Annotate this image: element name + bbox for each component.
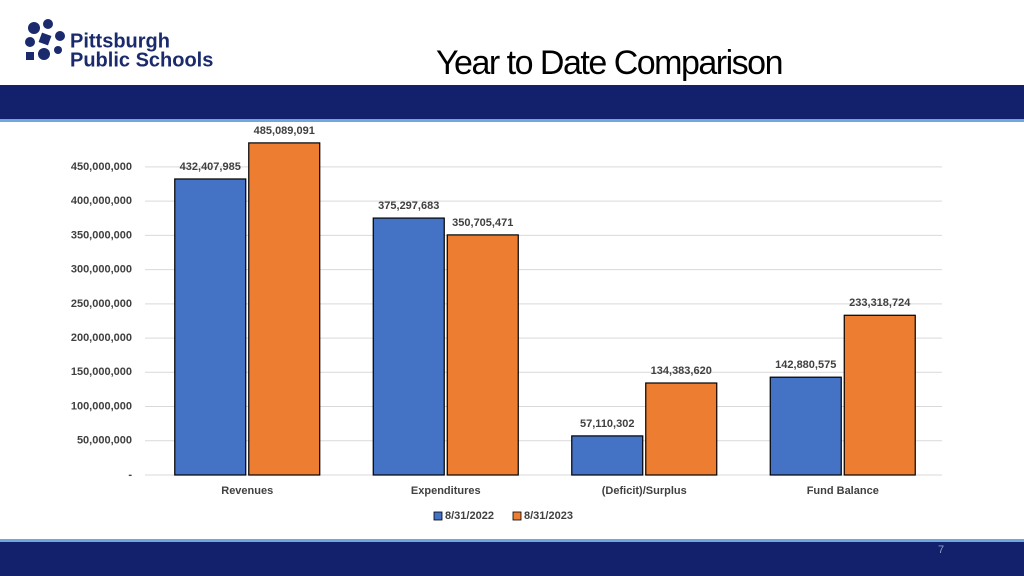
y-tick-label: 400,000,000 xyxy=(71,195,132,207)
logo-line2: Public Schools xyxy=(70,49,213,71)
y-tick-label: 200,000,000 xyxy=(71,332,132,344)
bar xyxy=(843,314,916,476)
value-label: 57,110,302 xyxy=(580,418,634,430)
y-tick-label: 150,000,000 xyxy=(71,366,132,378)
value-label: 432,407,985 xyxy=(180,161,241,173)
x-tick-label: Expenditures xyxy=(411,485,481,497)
value-label: 350,705,471 xyxy=(452,217,513,229)
x-tick-label: Fund Balance xyxy=(807,485,879,497)
logo-mark xyxy=(25,19,65,60)
value-label: 233,318,724 xyxy=(849,297,911,309)
y-tick-label: - xyxy=(128,469,132,481)
footer-band xyxy=(0,542,1024,576)
x-tick-label: (Deficit)/Surplus xyxy=(602,485,687,497)
y-tick-label: 450,000,000 xyxy=(71,161,132,173)
y-tick-label: 100,000,000 xyxy=(71,400,132,412)
legend-swatch xyxy=(512,511,522,521)
bar xyxy=(645,382,718,476)
bar xyxy=(446,234,519,476)
footer-line xyxy=(0,539,1024,542)
bar xyxy=(769,376,842,476)
value-label: 375,297,683 xyxy=(378,200,439,212)
y-tick-label: 250,000,000 xyxy=(71,298,132,310)
legend-label: 8/31/2022 xyxy=(445,510,494,522)
bar xyxy=(571,435,644,476)
bar xyxy=(174,178,247,476)
slide-title: Year to Date Comparison xyxy=(436,44,782,82)
y-tick-label: 50,000,000 xyxy=(77,435,132,447)
bar xyxy=(248,142,321,476)
legend-swatch xyxy=(433,511,443,521)
bar xyxy=(372,217,445,476)
value-label: 142,880,575 xyxy=(775,359,836,371)
logo-line1: Pittsburgh xyxy=(70,30,170,52)
value-label: 485,089,091 xyxy=(254,125,315,137)
y-tick-label: 300,000,000 xyxy=(71,264,132,276)
header-line xyxy=(0,119,1024,122)
page-number: 7 xyxy=(938,544,944,556)
legend-label: 8/31/2023 xyxy=(524,510,573,522)
value-label: 134,383,620 xyxy=(651,365,712,377)
y-tick-label: 350,000,000 xyxy=(71,229,132,241)
header-band xyxy=(0,85,1024,119)
x-tick-label: Revenues xyxy=(221,485,273,497)
